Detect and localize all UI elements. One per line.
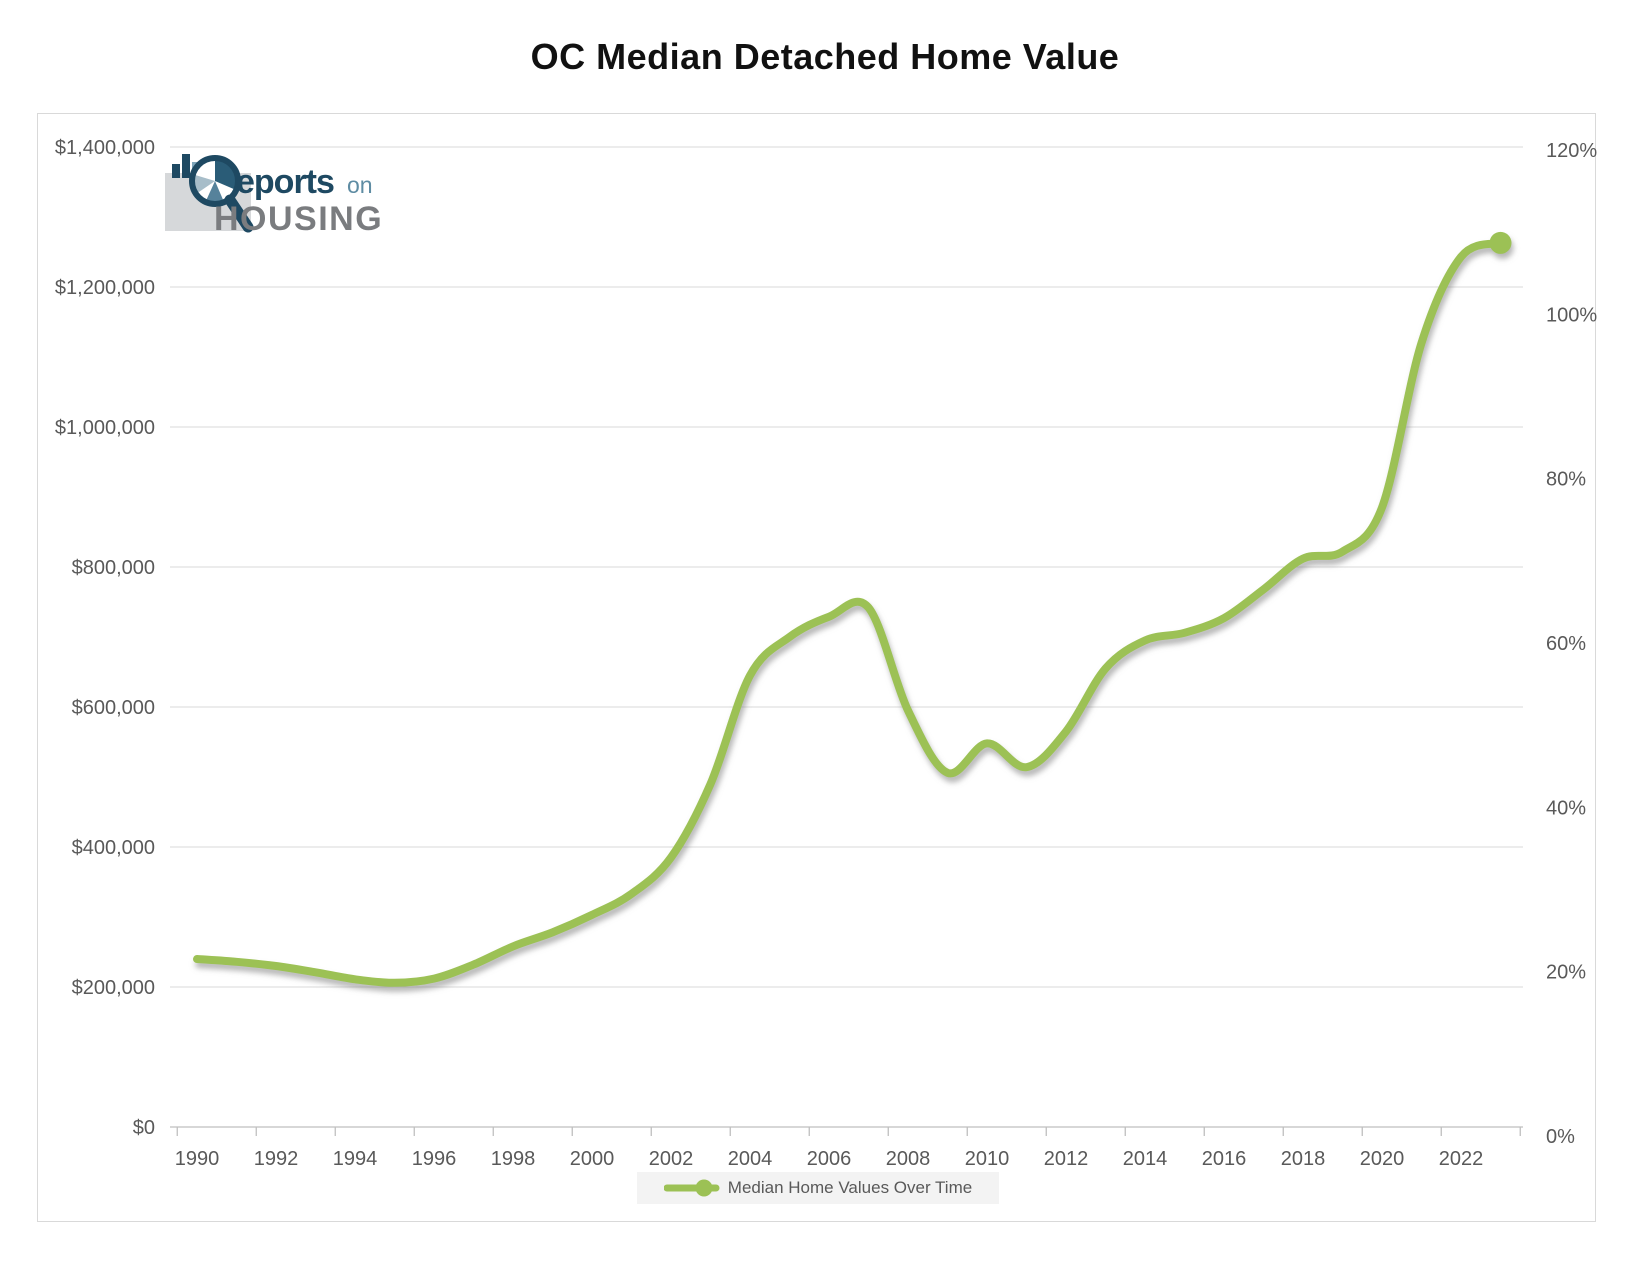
x-axis-tick-label: 2004 — [728, 1148, 773, 1170]
y-axis-right-tick-label: 80% — [1546, 469, 1586, 491]
x-axis-tick-label: 2006 — [807, 1148, 852, 1170]
gridlines-layer — [170, 146, 1523, 988]
chart-title: OC Median Detached Home Value — [530, 36, 1120, 77]
logo-magnifier-pie-icon — [189, 155, 254, 233]
axis-labels-layer: $0 $200,000 $400,000 $600,000 $800,000 $1,000… — [55, 137, 1597, 1170]
x-axis-tick-label: 2000 — [570, 1148, 615, 1170]
x-axis-tick-label: 2010 — [965, 1148, 1010, 1170]
x-axis-tick-label: 2002 — [649, 1148, 694, 1170]
y-axis-left-tick-label: $0 — [133, 1117, 155, 1139]
logo-word-on: on — [347, 172, 373, 198]
y-axis-left-tick-label: $1,000,000 — [55, 417, 155, 439]
y-axis-left-tick-label: $600,000 — [72, 697, 155, 719]
y-axis-right-tick-label: 20% — [1546, 962, 1586, 984]
x-axis-tick-label: 2022 — [1439, 1148, 1484, 1170]
legend-label: Median Home Values Over Time — [727, 1178, 973, 1197]
y-axis-right-tick-label: 60% — [1546, 633, 1586, 655]
x-axis-tick-label: 2018 — [1281, 1148, 1326, 1170]
series-layer — [193, 231, 1512, 987]
x-axis-tick-label: 1990 — [175, 1148, 220, 1170]
x-axis-tick-label: 1996 — [412, 1148, 457, 1170]
y-axis-left-tick-label: $1,400,000 — [55, 137, 155, 159]
y-axis-right-tick-label: 120% — [1546, 140, 1597, 162]
logo-word-housing: HOUSING — [214, 200, 383, 238]
logo-reports-on-housing: eports on HOUSING — [160, 146, 440, 238]
y-axis-left-tick-label: $800,000 — [72, 557, 155, 579]
chart-frame — [37, 113, 1596, 1222]
x-axis-tick-label: 1994 — [333, 1148, 378, 1170]
series-end-marker — [1489, 231, 1512, 254]
y-axis-right-tick-label: 40% — [1546, 797, 1586, 819]
x-axis-tick-label: 2008 — [886, 1148, 931, 1170]
y-axis-left-tick-label: $200,000 — [72, 977, 155, 999]
x-axis-tick-label: 2016 — [1202, 1148, 1247, 1170]
legend: Median Home Values Over Time — [637, 1172, 999, 1204]
x-axis-tick-label: 2012 — [1044, 1148, 1089, 1170]
x-axis-tick-label: 2020 — [1360, 1148, 1405, 1170]
median-home-value-line — [193, 238, 1505, 987]
y-axis-right-tick-label: 0% — [1546, 1126, 1575, 1148]
logo-word-reports: eports — [236, 163, 334, 201]
series-group — [193, 231, 1512, 987]
y-axis-left-tick-label: $400,000 — [72, 837, 155, 859]
x-axis-tick-label: 1992 — [254, 1148, 299, 1170]
x-axis-tick-label: 1998 — [491, 1148, 536, 1170]
x-axis-tick-label: 2014 — [1123, 1148, 1168, 1170]
axes-layer — [170, 1126, 1523, 1136]
y-axis-left-tick-label: $1,200,000 — [55, 277, 155, 299]
y-axis-right-tick-label: 100% — [1546, 304, 1597, 326]
legend-line-marker-icon — [663, 1179, 720, 1197]
